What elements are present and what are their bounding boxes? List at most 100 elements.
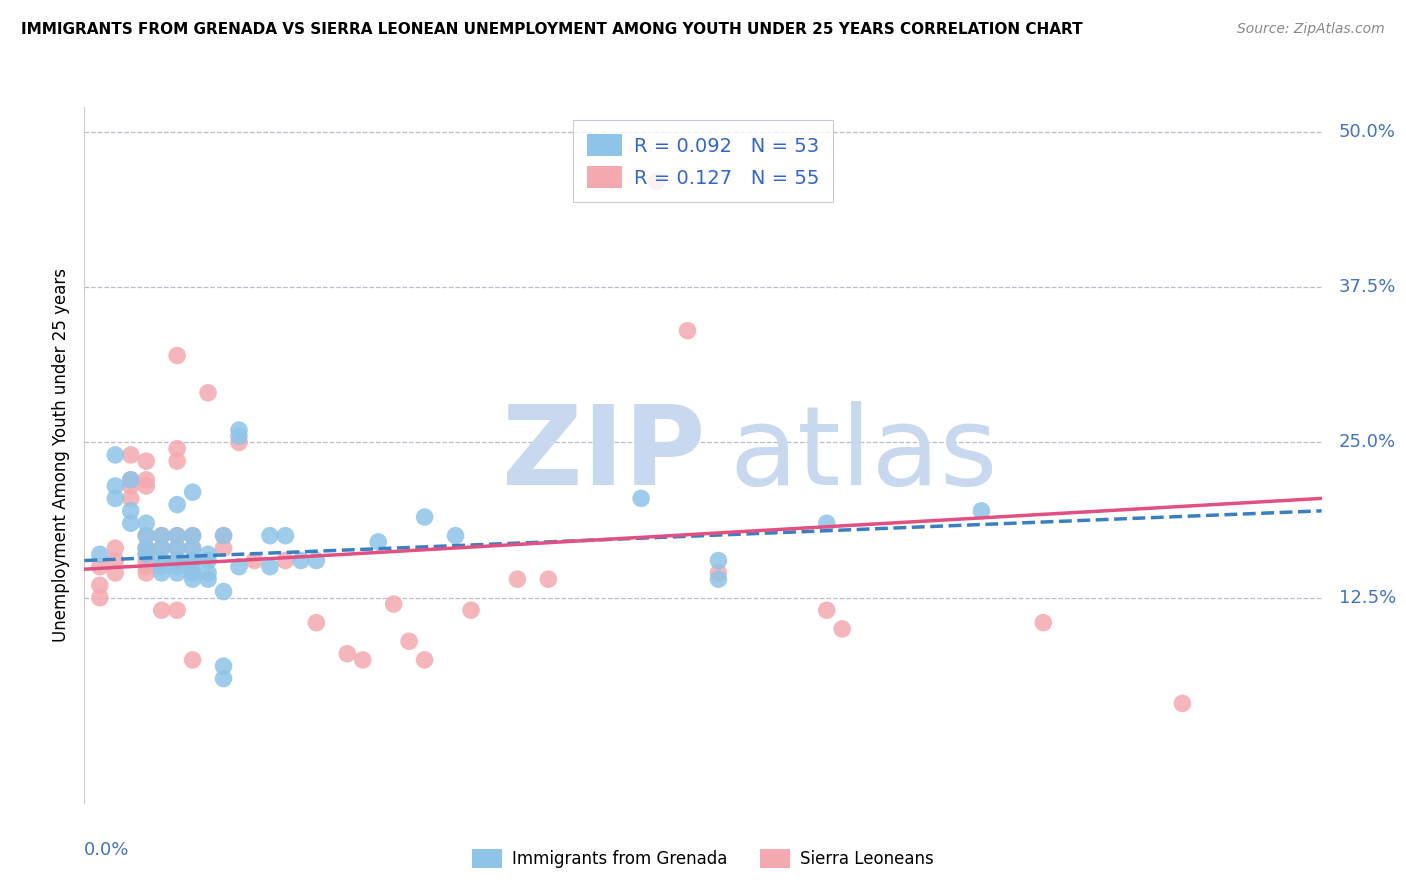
Point — [181, 653, 204, 667]
Point — [89, 591, 111, 605]
Point — [212, 529, 235, 543]
Point — [166, 553, 188, 567]
Point — [166, 529, 188, 543]
Point — [166, 553, 188, 567]
Text: ZIP: ZIP — [502, 401, 706, 508]
Point — [166, 603, 188, 617]
Point — [212, 529, 235, 543]
Text: Source: ZipAtlas.com: Source: ZipAtlas.com — [1237, 22, 1385, 37]
Point — [460, 603, 482, 617]
Point — [212, 541, 235, 555]
Point — [630, 491, 652, 506]
Point — [970, 504, 993, 518]
Point — [135, 529, 157, 543]
Point — [89, 547, 111, 561]
Point — [104, 479, 127, 493]
Point — [228, 559, 250, 574]
Point — [181, 553, 204, 567]
Point — [197, 385, 219, 400]
Point — [181, 541, 204, 555]
Legend: R = 0.092   N = 53, R = 0.127   N = 55: R = 0.092 N = 53, R = 0.127 N = 55 — [574, 120, 832, 202]
Point — [181, 485, 204, 500]
Point — [135, 541, 157, 555]
Point — [104, 448, 127, 462]
Point — [104, 566, 127, 580]
Point — [135, 473, 157, 487]
Point — [150, 529, 173, 543]
Point — [166, 559, 188, 574]
Point — [815, 516, 838, 531]
Point — [228, 429, 250, 443]
Point — [150, 566, 173, 580]
Point — [1171, 697, 1194, 711]
Point — [645, 175, 668, 189]
Point — [506, 572, 529, 586]
Point — [120, 504, 142, 518]
Point — [166, 454, 188, 468]
Point — [181, 566, 204, 580]
Point — [228, 423, 250, 437]
Point — [104, 491, 127, 506]
Point — [150, 603, 173, 617]
Point — [352, 653, 374, 667]
Point — [135, 516, 157, 531]
Point — [135, 479, 157, 493]
Point — [166, 566, 188, 580]
Point — [382, 597, 405, 611]
Point — [212, 659, 235, 673]
Point — [89, 559, 111, 574]
Point — [150, 529, 173, 543]
Point — [166, 498, 188, 512]
Text: 0.0%: 0.0% — [84, 841, 129, 859]
Point — [259, 529, 281, 543]
Text: 12.5%: 12.5% — [1339, 589, 1396, 607]
Point — [1032, 615, 1054, 630]
Point — [135, 559, 157, 574]
Point — [150, 559, 173, 574]
Text: IMMIGRANTS FROM GRENADA VS SIERRA LEONEAN UNEMPLOYMENT AMONG YOUTH UNDER 25 YEAR: IMMIGRANTS FROM GRENADA VS SIERRA LEONEA… — [21, 22, 1083, 37]
Point — [166, 349, 188, 363]
Point — [135, 547, 157, 561]
Point — [259, 559, 281, 574]
Point — [197, 572, 219, 586]
Point — [707, 566, 730, 580]
Y-axis label: Unemployment Among Youth under 25 years: Unemployment Among Youth under 25 years — [52, 268, 70, 642]
Point — [135, 454, 157, 468]
Point — [89, 578, 111, 592]
Point — [181, 529, 204, 543]
Point — [135, 566, 157, 580]
Point — [104, 553, 127, 567]
Point — [104, 541, 127, 555]
Point — [135, 529, 157, 543]
Point — [181, 529, 204, 543]
Point — [228, 435, 250, 450]
Point — [197, 566, 219, 580]
Legend: Immigrants from Grenada, Sierra Leoneans: Immigrants from Grenada, Sierra Leoneans — [465, 842, 941, 875]
Point — [166, 541, 188, 555]
Point — [398, 634, 420, 648]
Point — [444, 529, 467, 543]
Text: 25.0%: 25.0% — [1339, 434, 1396, 451]
Point — [815, 603, 838, 617]
Point — [120, 473, 142, 487]
Point — [166, 541, 188, 555]
Point — [120, 516, 142, 531]
Text: 37.5%: 37.5% — [1339, 278, 1396, 296]
Point — [181, 541, 204, 555]
Point — [135, 553, 157, 567]
Point — [120, 448, 142, 462]
Point — [537, 572, 560, 586]
Point — [150, 541, 173, 555]
Text: 50.0%: 50.0% — [1339, 123, 1395, 141]
Point — [290, 553, 312, 567]
Point — [120, 491, 142, 506]
Point — [336, 647, 359, 661]
Point — [413, 510, 436, 524]
Point — [305, 553, 328, 567]
Point — [197, 553, 219, 567]
Point — [676, 324, 699, 338]
Point — [181, 572, 204, 586]
Point — [274, 553, 297, 567]
Point — [274, 529, 297, 543]
Point — [150, 541, 173, 555]
